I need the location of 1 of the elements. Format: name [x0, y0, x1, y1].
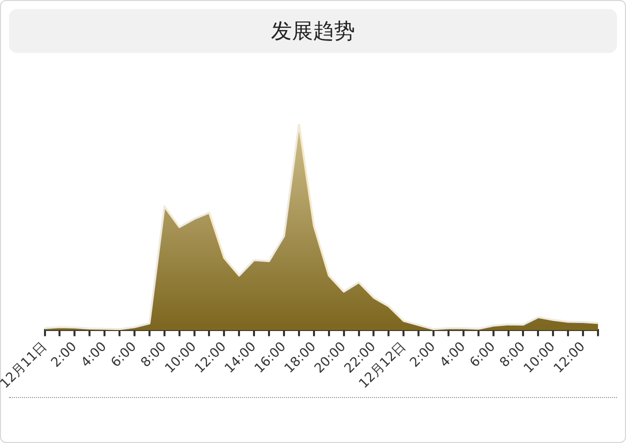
chart-title: 发展趋势: [9, 9, 617, 53]
